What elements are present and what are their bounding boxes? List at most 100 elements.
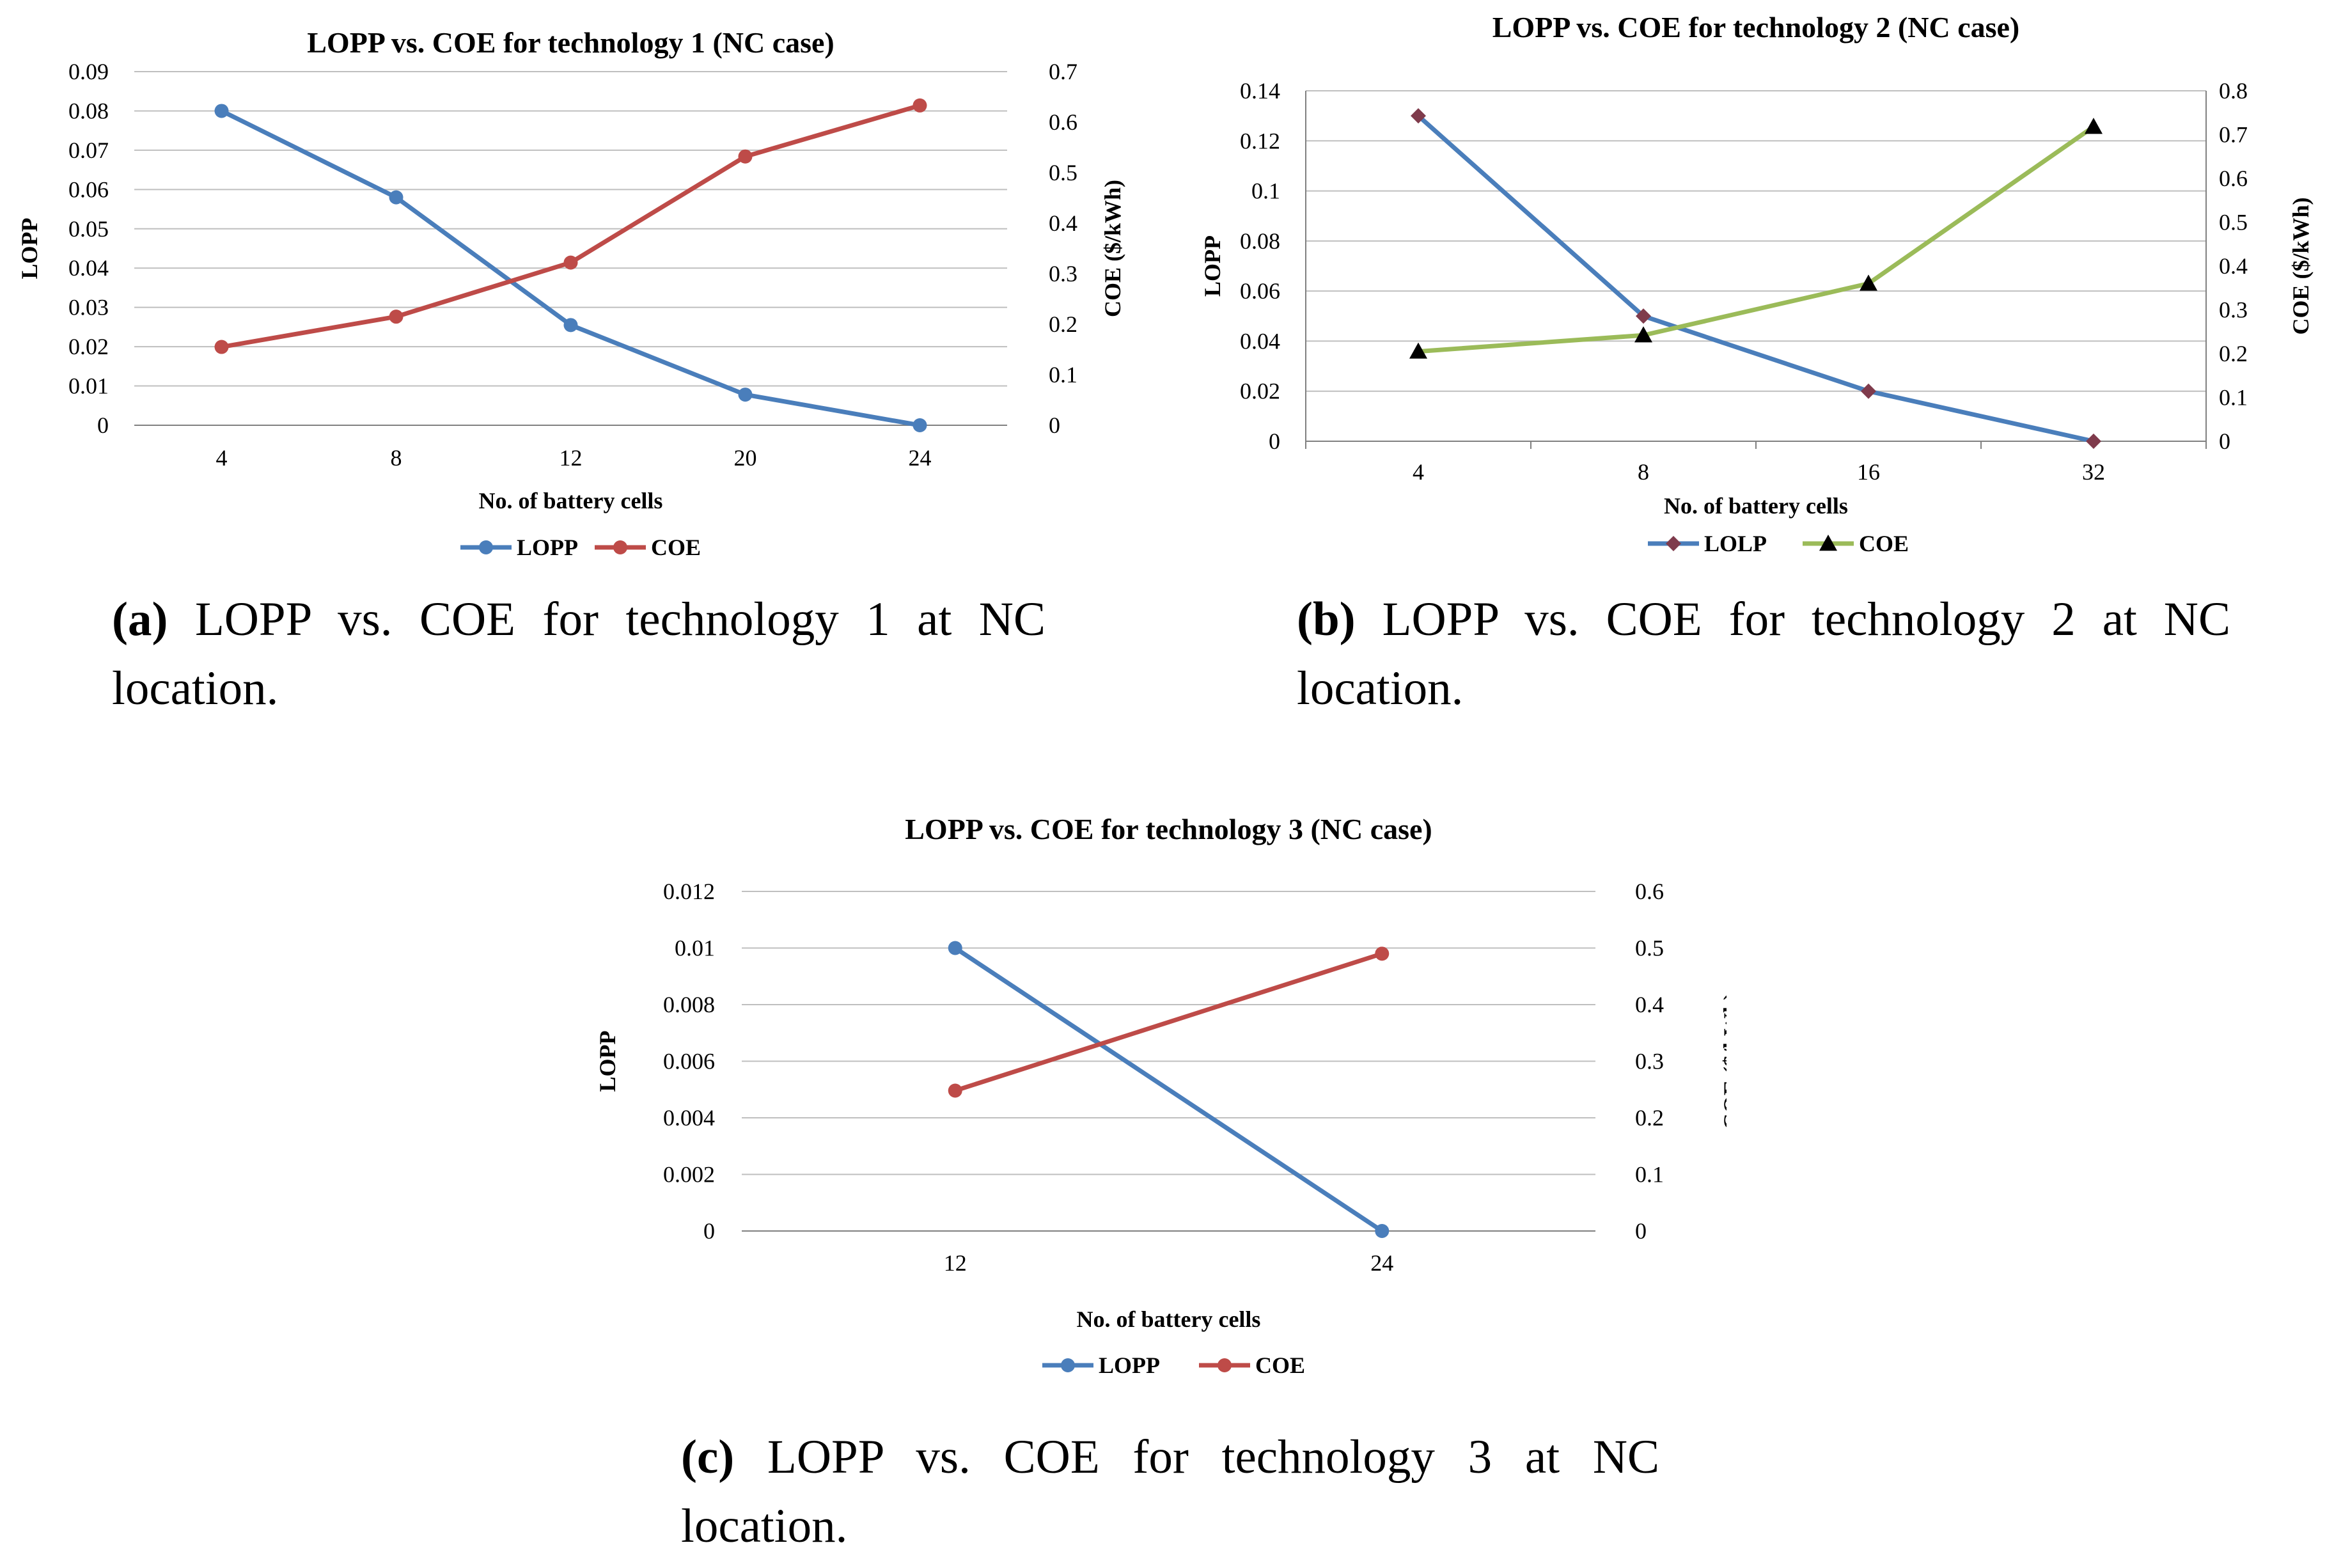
chart2-y-tick-label: 0.012	[663, 879, 715, 904]
chart0-y2-tick-label: 0	[1049, 412, 1060, 438]
chart0-y2-tick-label: 0.1	[1049, 362, 1077, 388]
chart2-legend-lopp-marker	[1061, 1358, 1075, 1372]
chart0-series-coe-point	[912, 98, 927, 113]
chart1-x-tick-label: 4	[1413, 459, 1424, 485]
chart0-x-tick-label: 20	[734, 445, 757, 471]
chart1-y2-tick-label: 0.4	[2219, 253, 2248, 279]
chart0-y2-tick-label: 0.4	[1049, 210, 1077, 236]
chart1-y2-tick-label: 0.2	[2219, 341, 2248, 366]
chart1-x-tick-label: 16	[1857, 459, 1880, 485]
chart1-y2-tick-label: 0.8	[2219, 78, 2248, 104]
chart0-y2-tick-label: 0.6	[1049, 109, 1077, 135]
chart2-series-lopp-point	[948, 941, 962, 955]
chart1-legend-coe-marker	[1819, 535, 1837, 551]
chart2-y-axis-label: LOPP	[595, 1031, 620, 1092]
caption-a-text: LOPP vs. COE for technology 1 at NC loca…	[112, 593, 1046, 715]
chart1-y2-tick-label: 0	[2219, 428, 2230, 454]
chart-c: LOPP vs. COE for technology 3 (NC case) 0…	[595, 813, 1727, 1378]
chart0-title: LOPP vs. COE for technology 1 (NC case)	[307, 26, 834, 59]
chart1-legend-lolp-marker	[1666, 536, 1681, 551]
chart1-series-lolp-point	[1636, 308, 1651, 324]
chart1-series-lolp-point	[1411, 108, 1426, 124]
chart2-y2-tick-label: 0.1	[1635, 1162, 1664, 1188]
chart0-x-axis-label: No. of battery cells	[479, 488, 663, 514]
chart1-y-tick-label: 0.08	[1240, 228, 1280, 254]
chart2-y-tick-label: 0.006	[663, 1049, 715, 1074]
chart0-x-tick-label: 8	[391, 445, 402, 471]
chart0-x-tick-label: 12	[560, 445, 583, 471]
chart1-series-coe-point	[2085, 118, 2103, 134]
chart0-y-tick-label: 0.04	[68, 255, 109, 281]
chart2-y2-axis-label: COE ($/kWh)	[1719, 992, 1727, 1130]
chart0-series-coe-point	[738, 149, 753, 164]
chart-b: LOPP vs. COE for technology 2 (NC case) 0…	[1200, 11, 2314, 556]
chart0-y-tick-label: 0.02	[68, 334, 109, 359]
chart2-y-tick-label: 0.008	[663, 992, 715, 1017]
chart1-y-tick-label: 0.12	[1240, 128, 1280, 153]
chart2-y-tick-label: 0	[703, 1218, 715, 1244]
chart0-legend-coe-label: COE	[651, 535, 701, 560]
chart1-y2-tick-label: 0.7	[2219, 122, 2248, 148]
chart0-x-tick-label: 4	[216, 445, 228, 471]
caption-b: (b) LOPP vs. COE for technology 2 at NC …	[1297, 585, 2230, 723]
chart0-y2-tick-label: 0.5	[1049, 160, 1077, 185]
chart0-y-tick-label: 0.01	[68, 373, 109, 399]
chart0-series-coe-point	[563, 255, 578, 270]
chart-a: LOPP vs. COE for technology 1 (NC case) 0…	[17, 26, 1125, 560]
chart0-y-tick-label: 0.03	[68, 295, 109, 320]
chart0-series-coe-point	[389, 310, 403, 324]
chart1-series-coe-line	[1418, 125, 2095, 354]
chart1-y2-tick-label: 0.3	[2219, 297, 2248, 323]
chart0-y2-tick-label: 0.3	[1049, 261, 1077, 286]
chart0-y2-tick-label: 0.2	[1049, 311, 1077, 337]
chart1-y-axis-label: LOPP	[1200, 235, 1225, 297]
chart2-series-coe-point	[1375, 946, 1390, 961]
chart0-y-axis-label: LOPP	[17, 218, 42, 279]
chart1-series-lolp-line	[1416, 114, 2094, 444]
chart1-y-tick-label: 0.14	[1240, 78, 1280, 104]
chart1-y-tick-label: 0.02	[1240, 379, 1280, 404]
chart1-legend-lolp-label: LOLP	[1704, 531, 1767, 556]
chart0-legend-lopp-label: LOPP	[517, 535, 578, 560]
chart0-legend-coe-marker	[613, 540, 627, 554]
chart0-series-lopp-point	[214, 104, 229, 118]
chart2-x-tick-label: 24	[1370, 1250, 1393, 1276]
chart2-series-coe-point	[948, 1083, 962, 1098]
chart0-series-lopp-point	[563, 318, 578, 333]
chart1-x-axis-label: No. of battery cells	[1664, 493, 1848, 519]
chart0-series-coe-point	[214, 340, 229, 354]
chart1-series-lolp-point	[2086, 434, 2101, 449]
chart0-y-tick-label: 0.06	[68, 176, 109, 202]
chart0-legend-lopp-marker	[479, 540, 493, 554]
chart0-y2-axis-label: COE ($/kWh)	[1100, 180, 1125, 317]
chart0-series-lopp-point	[389, 190, 403, 205]
chart1-y2-tick-label: 0.6	[2219, 166, 2248, 191]
chart0-series-lopp-point	[912, 418, 927, 432]
chart2-y2-tick-label: 0.2	[1635, 1105, 1664, 1131]
chart1-x-tick-label: 8	[1638, 459, 1649, 485]
chart2-y-tick-label: 0.002	[663, 1162, 715, 1188]
chart2-y2-tick-label: 0.3	[1635, 1049, 1664, 1074]
chart0-series-lopp-point	[738, 388, 753, 402]
chart0-y-tick-label: 0.05	[68, 216, 109, 242]
chart2-title: LOPP vs. COE for technology 3 (NC case)	[905, 813, 1432, 845]
chart1-y2-tick-label: 0.1	[2219, 385, 2248, 411]
caption-a: (a) LOPP vs. COE for technology 1 at NC …	[112, 585, 1046, 723]
chart0-y-tick-label: 0	[97, 412, 109, 438]
chart2-x-tick-label: 12	[944, 1250, 967, 1276]
chart1-title: LOPP vs. COE for technology 2 (NC case)	[1492, 11, 2020, 43]
chart1-y-tick-label: 0.04	[1240, 328, 1280, 354]
chart1-y-tick-label: 0.1	[1251, 178, 1280, 204]
chart0-y-tick-label: 0.07	[68, 137, 109, 163]
caption-b-label: (b)	[1297, 593, 1356, 646]
chart2-series-coe-line	[954, 952, 1383, 1093]
chart0-series-coe-line	[221, 103, 921, 349]
chart0-y2-tick-label: 0.7	[1049, 59, 1077, 84]
chart2-y2-tick-label: 0.4	[1635, 992, 1664, 1017]
chart2-legend-coe-marker	[1218, 1358, 1232, 1372]
caption-c-label: (c)	[681, 1431, 735, 1484]
chart2-series-lopp-line	[953, 946, 1384, 1233]
caption-b-text: LOPP vs. COE for technology 2 at NC loca…	[1297, 593, 2230, 715]
chart2-y2-tick-label: 0.6	[1635, 879, 1664, 904]
chart1-y2-tick-label: 0.5	[2219, 210, 2248, 235]
